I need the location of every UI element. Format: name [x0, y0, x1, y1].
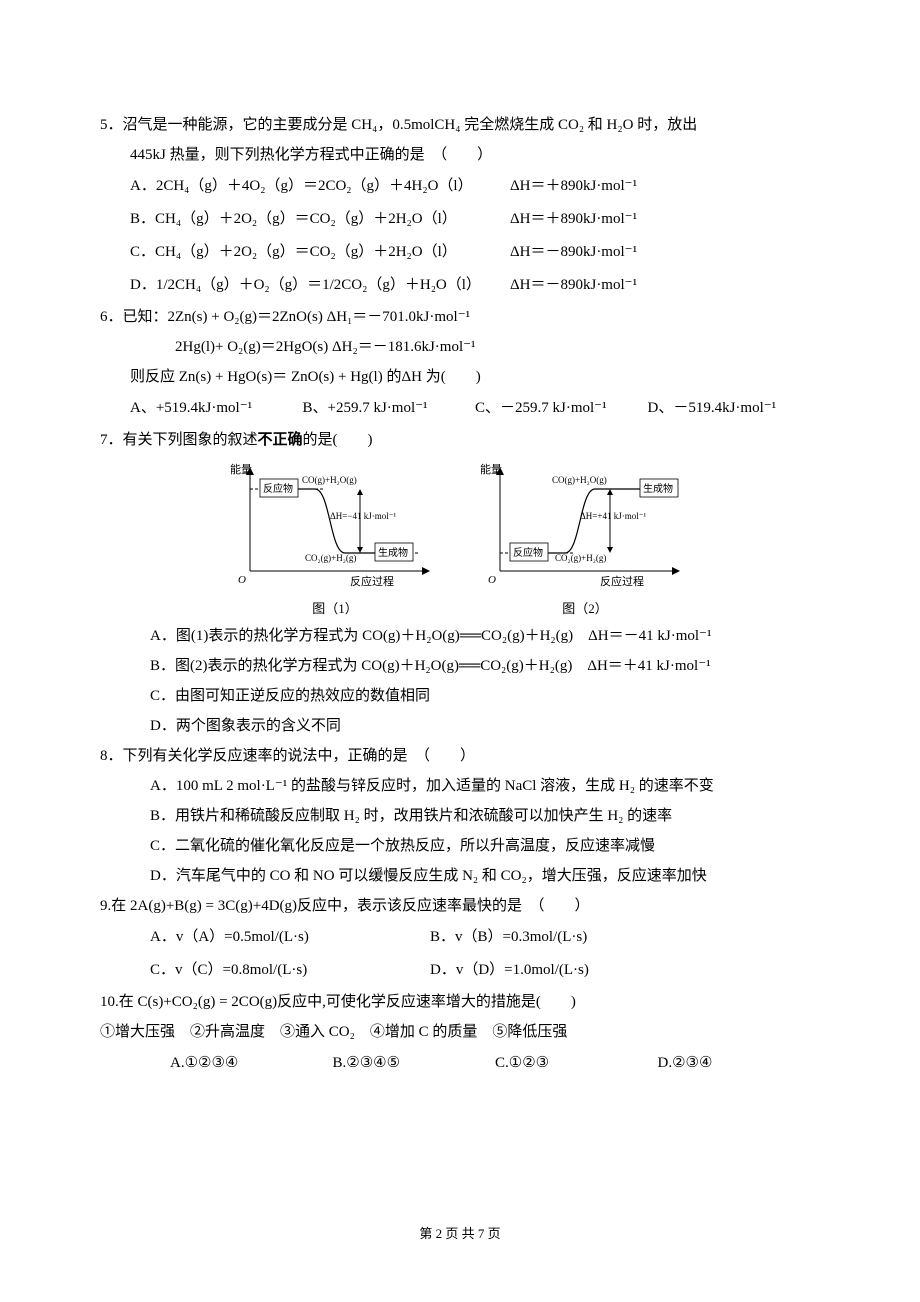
energy-diagram-1: 能量 O 反应过程 反应物 CO(g)+H₂O(g) 生成物 CO₂(g)+H₂… [230, 461, 440, 591]
q10-conditions: ①增大压强 ②升高温度 ③通入 CO₂ ④增加 C 的质量 ⑤降低压强 [100, 1017, 820, 1047]
q7-fig1: 能量 O 反应过程 反应物 CO(g)+H₂O(g) 生成物 CO₂(g)+H₂… [230, 461, 440, 617]
q6-stem-line1: 已知：2Zn(s) + O₂(g)＝2ZnO(s) ΔH₁＝－701.0kJ·m… [123, 309, 471, 325]
fig1-origin: O [238, 574, 246, 586]
q7-optB: B．图(2)表示的热化学方程式为 CO(g)＋H₂O(g)══CO₂(g)＋H₂… [100, 651, 820, 681]
question-6: 6．已知：2Zn(s) + O₂(g)＝2ZnO(s) ΔH₁＝－701.0kJ… [100, 302, 820, 332]
q5-stem-line2: 445kJ 热量，则下列热化学方程式中正确的是 （ ） [100, 140, 820, 170]
question-9: 9.在 2A(g)+B(g) = 3C(g)+4D(g)反应中，表示该反应速率最… [100, 891, 820, 921]
fig1-caption: 图（1） [230, 598, 440, 617]
q10-number: 10. [100, 994, 119, 1010]
q9-optD: D．v（D）=1.0mol/(L·s) [430, 954, 710, 987]
q8-optD: D．汽车尾气中的 CO 和 NO 可以缓慢反应生成 N₂ 和 CO₂，增大压强，… [100, 861, 820, 891]
fig1-reactant-box: 反应物 [263, 482, 293, 495]
q9-optA: A．v（A）=0.5mol/(L·s) [150, 921, 430, 954]
q7-fig2: 能量 O 反应过程 生成物 CO(g)+H₂O(g) 反应物 CO₂(g)+H₂… [480, 461, 690, 617]
fig2-caption: 图（2） [480, 598, 690, 617]
q6-optD: D、－519.4kJ·mol⁻¹ [648, 392, 821, 425]
q8-optA: A．100 mL 2 mol·L⁻¹ 的盐酸与锌反应时，加入适量的 NaCl 溶… [100, 771, 820, 801]
q7-optD: D．两个图象表示的含义不同 [100, 711, 820, 741]
q5-optD-eq: D．1/2CH₄（g）＋O₂（g）＝1/2CO₂（g）＋H₂O（l） [130, 269, 510, 302]
q5-optC-eq: C．CH₄（g）＋2O₂（g）＝CO₂（g）＋2H₂O（l） [130, 236, 510, 269]
q5-optC-dh: ΔH＝－890kJ·mol⁻¹ [510, 236, 637, 269]
q5-option-b: B．CH₄（g）＋2O₂（g）＝CO₂（g）＋2H₂O（l） ΔH＝＋890kJ… [100, 203, 820, 236]
q10-optD: D.②③④ [658, 1047, 821, 1080]
q9-stem: 在 2A(g)+B(g) = 3C(g)+4D(g)反应中，表示该反应速率最快的… [111, 898, 589, 914]
q10-optC: C.①②③ [495, 1047, 658, 1080]
q7-stem-tail: 的是( ) [303, 432, 373, 448]
q5-option-a: A．2CH₄（g）＋4O₂（g）＝2CO₂（g）＋4H₂O（l） ΔH＝＋890… [100, 170, 820, 203]
fig2-ylabel: 能量 [480, 462, 502, 476]
q7-stem-bold: 不正确 [258, 432, 303, 448]
q5-optA-eq: A．2CH₄（g）＋4O₂（g）＝2CO₂（g）＋4H₂O（l） [130, 170, 510, 203]
q6-stem-line3: 则反应 Zn(s) + HgO(s)＝ ZnO(s) + Hg(l) 的ΔH 为… [100, 362, 820, 392]
q5-optA-dh: ΔH＝＋890kJ·mol⁻¹ [510, 170, 637, 203]
q7-optA: A．图(1)表示的热化学方程式为 CO(g)＋H₂O(g)══CO₂(g)＋H₂… [100, 621, 820, 651]
q9-optC: C．v（C）=0.8mol/(L·s) [150, 954, 430, 987]
q6-stem-line2: 2Hg(l)+ O₂(g)＝2HgO(s) ΔH₂＝－181.6kJ·mol⁻¹ [100, 332, 820, 362]
q7-stem-head: 有关下列图象的叙述 [123, 432, 258, 448]
question-10: 10.在 C(s)+CO₂(g) = 2CO(g)反应中,可使化学反应速率增大的… [100, 987, 820, 1017]
q6-options: A、+519.4kJ·mol⁻¹ B、+259.7 kJ·mol⁻¹ C、－25… [100, 392, 820, 425]
q7-number: 7． [100, 432, 123, 448]
q9-number: 9. [100, 898, 111, 914]
q10-stem: 在 C(s)+CO₂(g) = 2CO(g)反应中,可使化学反应速率增大的措施是… [119, 994, 576, 1010]
q7-figures: 能量 O 反应过程 反应物 CO(g)+H₂O(g) 生成物 CO₂(g)+H₂… [100, 461, 820, 617]
question-8: 8．下列有关化学反应速率的说法中，正确的是 （ ） [100, 741, 820, 771]
q9-options-row2: C．v（C）=0.8mol/(L·s) D．v（D）=1.0mol/(L·s) [100, 954, 820, 987]
question-7: 7．有关下列图象的叙述不正确的是( ) [100, 425, 820, 455]
q5-optD-dh: ΔH＝－890kJ·mol⁻¹ [510, 269, 637, 302]
q6-number: 6． [100, 309, 123, 325]
fig2-xlabel: 反应过程 [600, 574, 644, 588]
q5-optB-dh: ΔH＝＋890kJ·mol⁻¹ [510, 203, 637, 236]
q7-optC: C．由图可知正逆反应的热效应的数值相同 [100, 681, 820, 711]
q5-optB-eq: B．CH₄（g）＋2O₂（g）＝CO₂（g）＋2H₂O（l） [130, 203, 510, 236]
energy-diagram-2: 能量 O 反应过程 生成物 CO(g)+H₂O(g) 反应物 CO₂(g)+H₂… [480, 461, 690, 591]
fig2-reactant-box: 反应物 [513, 546, 543, 559]
q8-stem: 下列有关化学反应速率的说法中，正确的是 （ ） [123, 748, 476, 764]
fig1-product-box: 生成物 [378, 546, 408, 559]
fig1-product-formula: CO₂(g)+H₂(g) [305, 553, 356, 563]
q8-optC: C．二氧化硫的催化氧化反应是一个放热反应，所以升高温度，反应速率减慢 [100, 831, 820, 861]
q8-number: 8． [100, 748, 123, 764]
q9-options-row1: A．v（A）=0.5mol/(L·s) B．v（B）=0.3mol/(L·s) [100, 921, 820, 954]
fig1-reactant-formula: CO(g)+H₂O(g) [302, 475, 357, 485]
q6-optB: B、+259.7 kJ·mol⁻¹ [303, 392, 476, 425]
q8-optB: B．用铁片和稀硫酸反应制取 H₂ 时，改用铁片和浓硫酸可以加快产生 H₂ 的速率 [100, 801, 820, 831]
q9-optB: B．v（B）=0.3mol/(L·s) [430, 921, 710, 954]
fig1-xlabel: 反应过程 [350, 574, 394, 588]
fig2-dh: ΔH=+41 kJ·mol⁻¹ [580, 511, 646, 521]
q10-optA: A.①②③④ [170, 1047, 333, 1080]
fig2-product-formula: CO(g)+H₂O(g) [552, 475, 607, 485]
q10-optB: B.②③④⑤ [333, 1047, 496, 1080]
question-5: 5．沼气是一种能源，它的主要成分是 CH₄，0.5molCH₄ 完全燃烧生成 C… [100, 110, 820, 140]
fig1-ylabel: 能量 [230, 462, 252, 476]
q5-option-d: D．1/2CH₄（g）＋O₂（g）＝1/2CO₂（g）＋H₂O（l） ΔH＝－8… [100, 269, 820, 302]
fig1-dh: ΔH=−41 kJ·mol⁻¹ [330, 511, 396, 521]
q6-optA: A、+519.4kJ·mol⁻¹ [130, 392, 303, 425]
page-footer: 第 2 页 共 7 页 [100, 1223, 820, 1242]
fig2-origin: O [488, 574, 496, 586]
q10-options: A.①②③④ B.②③④⑤ C.①②③ D.②③④ [100, 1047, 820, 1080]
fig2-product-box: 生成物 [643, 482, 673, 495]
q6-optC: C、－259.7 kJ·mol⁻¹ [475, 392, 648, 425]
q5-number: 5． [100, 117, 123, 133]
q5-stem-line1: 沼气是一种能源，它的主要成分是 CH₄，0.5molCH₄ 完全燃烧生成 CO₂… [123, 117, 698, 133]
q5-option-c: C．CH₄（g）＋2O₂（g）＝CO₂（g）＋2H₂O（l） ΔH＝－890kJ… [100, 236, 820, 269]
fig2-reactant-formula: CO₂(g)+H₂(g) [555, 553, 606, 563]
